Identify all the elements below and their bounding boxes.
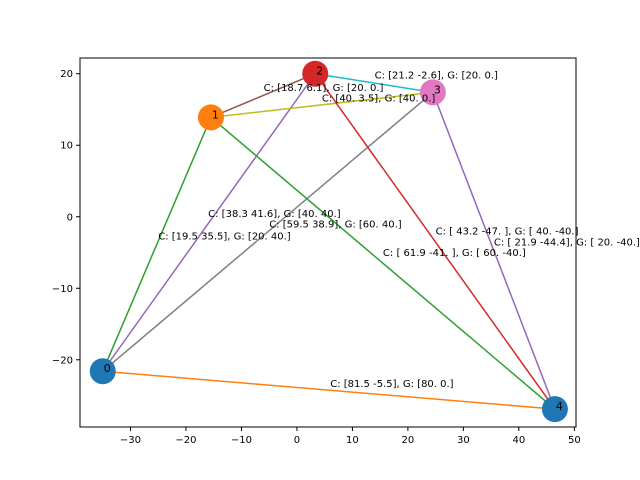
x-tick-label-2: −10 xyxy=(231,435,252,446)
edge-label-5: C: [40. 3.5], G: [40. 0.] xyxy=(322,94,435,105)
edge-label-7: C: [21.2 -2.6], G: [20. 0.] xyxy=(375,71,498,82)
edge-label-0: C: [19.5 35.5], G: [20. 40.] xyxy=(158,232,291,243)
edge-line-0-3 xyxy=(102,91,434,372)
edge-label-4: C: [18.7 6.1], G: [20. 0.] xyxy=(264,83,384,94)
x-tick-label-1: −20 xyxy=(175,435,196,446)
edge-label-6: C: [ 61.9 -41. ], G: [ 60. -40.] xyxy=(383,248,526,259)
edge-line-3-4 xyxy=(432,92,556,410)
edge-label-2: C: [59.5 38.9], G: [60. 40.] xyxy=(269,219,402,230)
x-tick-label-6: 30 xyxy=(457,435,470,446)
y-tick-label-3: 10 xyxy=(60,141,73,152)
plot-frame xyxy=(79,57,577,428)
node-point-3 xyxy=(419,79,446,106)
edge-label-9: C: [ 21.9 -44.4], G: [ 20. -40.] xyxy=(494,237,640,248)
nodes-layer: 0 1 2 3 4 xyxy=(89,60,568,423)
edge-line-2-3 xyxy=(315,72,433,94)
edge-line-2-4 xyxy=(314,73,556,410)
node-label-4: 4 xyxy=(556,400,563,413)
edge-line-1-4 xyxy=(210,116,556,410)
edge-line-0-4 xyxy=(102,370,555,410)
node-label-3: 3 xyxy=(434,83,441,96)
x-tick-label-7: 40 xyxy=(512,435,525,446)
edge-line-0-2 xyxy=(102,73,316,372)
y-tick-label-2: 0 xyxy=(67,212,73,223)
node-point-1 xyxy=(197,104,224,131)
x-tick-label-4: 10 xyxy=(346,435,359,446)
y-tick-label-4: 20 xyxy=(60,69,73,80)
x-tick-label-0: −30 xyxy=(120,435,141,446)
edge-line-1-2 xyxy=(210,73,316,119)
y-tick-label-0: −20 xyxy=(52,355,73,366)
edge-label-8: C: [ 43.2 -47. ], G: [ 40. -40.] xyxy=(436,227,579,238)
x-tick-label-8: 50 xyxy=(568,435,581,446)
edge-labels-layer: C: [19.5 35.5], G: [20. 40.] C: [38.3 41.… xyxy=(158,71,640,390)
node-point-0 xyxy=(89,358,116,385)
node-label-2: 2 xyxy=(316,65,323,78)
node-point-4 xyxy=(541,396,568,423)
node-label-1: 1 xyxy=(212,108,219,121)
edge-line-0-1 xyxy=(102,117,212,372)
edge-label-1: C: [38.3 41.6], G: [40. 40.] xyxy=(208,209,341,220)
edge-label-3: C: [81.5 -5.5], G: [80. 0.] xyxy=(330,379,453,390)
node-point-2 xyxy=(302,60,329,87)
x-tick-label-5: 20 xyxy=(402,435,415,446)
y-tick-label-1: −10 xyxy=(52,284,73,295)
x-tick-label-3: 0 xyxy=(294,435,300,446)
edges-layer xyxy=(102,72,556,410)
node-label-0: 0 xyxy=(104,362,111,375)
edge-line-1-3 xyxy=(210,91,433,119)
